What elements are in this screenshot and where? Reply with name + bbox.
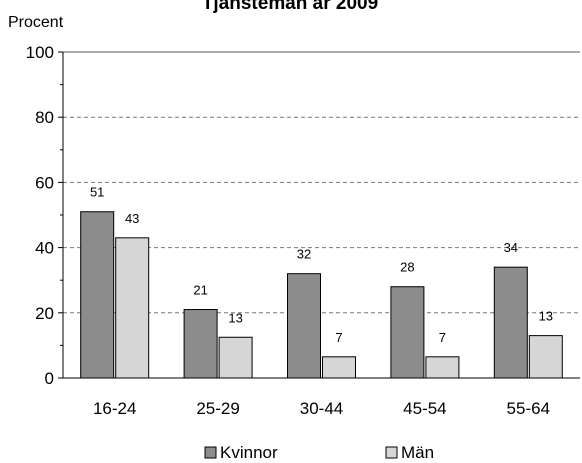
data-label: 7 bbox=[439, 330, 446, 345]
bar bbox=[425, 356, 460, 379]
x-tick-label: 45-54 bbox=[403, 399, 446, 418]
y-tick-label: 60 bbox=[35, 173, 54, 192]
x-tick-label: 55-64 bbox=[507, 399, 550, 418]
bar bbox=[183, 309, 218, 379]
legend-swatch bbox=[385, 446, 398, 459]
data-label: 13 bbox=[539, 309, 553, 324]
y-tick-label: 20 bbox=[35, 304, 54, 323]
data-label: 13 bbox=[228, 310, 242, 325]
legend-swatch bbox=[204, 446, 217, 459]
x-tick-label: 25-29 bbox=[196, 399, 239, 418]
y-tick-label: 40 bbox=[35, 239, 54, 258]
bar bbox=[390, 286, 425, 379]
chart-title: Tjänstemän år 2009 bbox=[202, 0, 378, 14]
bar bbox=[115, 237, 150, 379]
y-tick-label: 100 bbox=[26, 43, 54, 62]
bar bbox=[528, 335, 563, 379]
legend-label: Män bbox=[401, 443, 434, 462]
data-label: 43 bbox=[125, 211, 139, 226]
data-label: 21 bbox=[193, 283, 207, 298]
x-tick-label: 16-24 bbox=[93, 399, 136, 418]
y-tick-label: 0 bbox=[45, 369, 54, 388]
bar bbox=[322, 356, 356, 379]
bar bbox=[218, 336, 253, 379]
y-axis-label: Procent bbox=[8, 14, 64, 31]
legend: Kvinnor Män bbox=[204, 443, 434, 462]
bar bbox=[80, 211, 115, 379]
x-tick-label: 30-44 bbox=[300, 399, 343, 418]
data-label: 7 bbox=[335, 330, 342, 345]
bar bbox=[493, 266, 528, 379]
plot-area: 0 20 40 60 80 100 51 43 16-24 21 13 25-29 32 7 30-44 28… bbox=[26, 43, 580, 418]
data-label: 34 bbox=[504, 240, 518, 255]
legend-label: Kvinnor bbox=[220, 443, 278, 462]
bar bbox=[287, 273, 321, 379]
y-tick-label: 80 bbox=[35, 108, 54, 127]
data-label: 51 bbox=[90, 185, 104, 200]
data-label: 32 bbox=[297, 247, 311, 262]
data-label: 28 bbox=[400, 260, 414, 275]
